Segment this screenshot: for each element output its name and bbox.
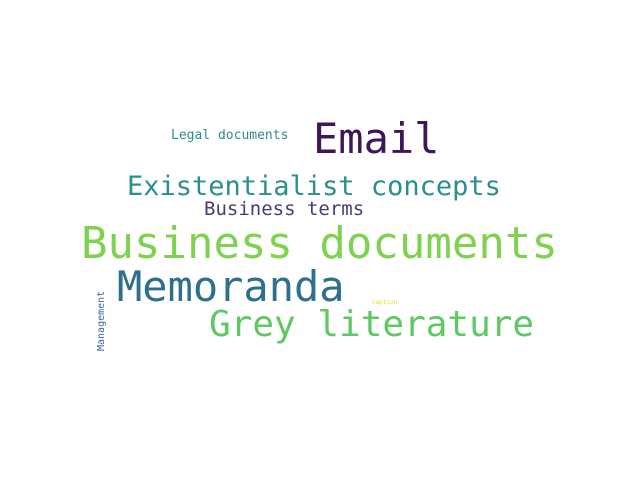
word-business-documents: Business documents (81, 218, 558, 269)
word-existentialist-concepts: Existentialist concepts (127, 171, 501, 202)
word-grey-literature: Grey literature (209, 304, 535, 345)
word-management: Management (96, 290, 107, 351)
word-caption: caption (372, 299, 398, 306)
word-email: Email (313, 114, 440, 163)
word-legal-documents: Legal documents (171, 128, 289, 143)
word-business-terms: Business terms (204, 198, 365, 220)
word-memoranda: Memoranda (117, 262, 345, 311)
